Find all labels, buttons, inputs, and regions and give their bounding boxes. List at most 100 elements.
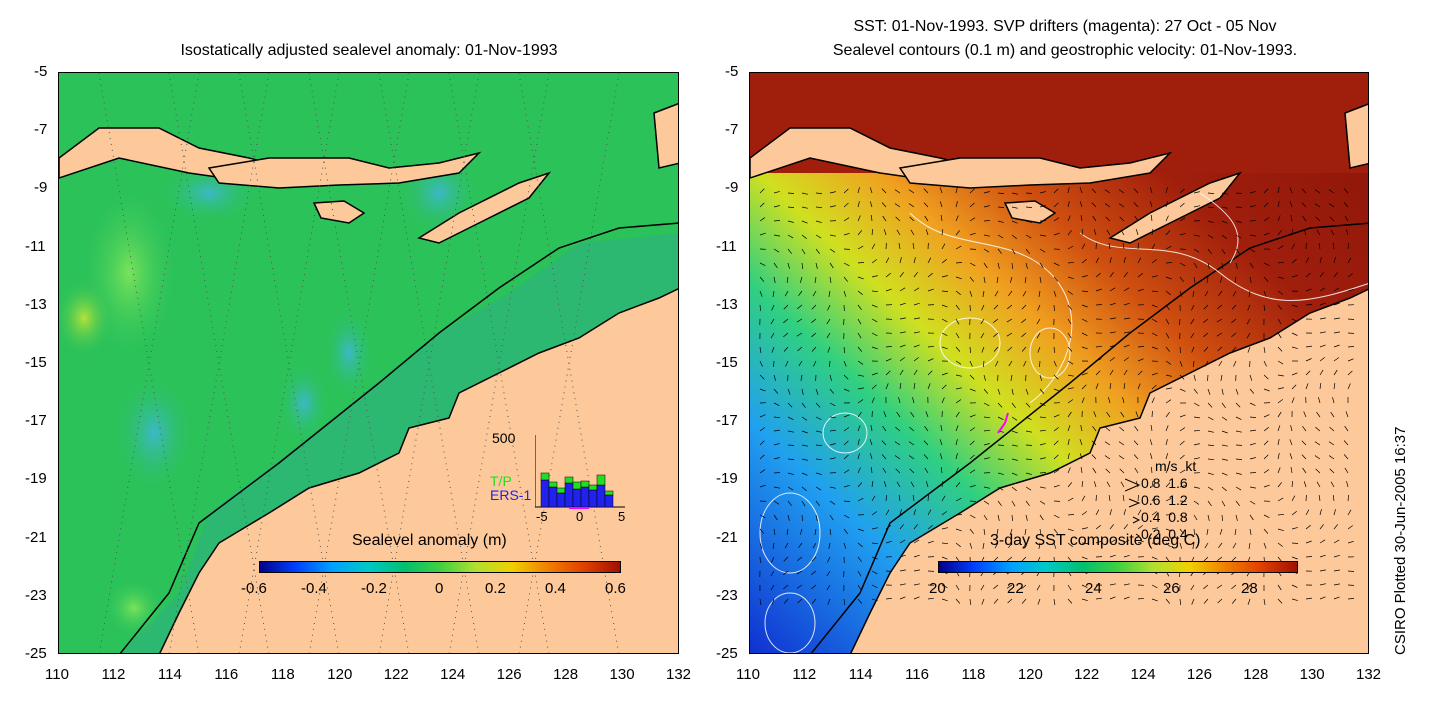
lon-tick-label: 112 — [101, 666, 126, 683]
velocity-arrow — [843, 414, 850, 418]
velocity-arrow — [1109, 357, 1116, 362]
velocity-arrow — [927, 383, 931, 390]
velocity-arrow — [1053, 414, 1060, 418]
velocity-arrow — [1081, 542, 1089, 544]
velocity-arrow — [1332, 243, 1335, 250]
velocity-arrow — [894, 441, 901, 446]
velocity-arrow — [1263, 440, 1269, 446]
velocity-arrow — [1179, 318, 1181, 326]
lon-tick-label: 114 — [157, 666, 182, 683]
velocity-arrow — [996, 528, 999, 535]
velocity-arrow — [983, 429, 991, 432]
velocity-arrow — [939, 439, 943, 446]
velocity-arrow — [1137, 370, 1143, 376]
velocity-arrow — [1291, 372, 1298, 376]
velocity-arrow — [1179, 388, 1186, 392]
velocity-arrow — [772, 290, 775, 297]
velocity-arrow — [1291, 527, 1298, 530]
velocity-arrow — [787, 248, 792, 254]
velocity-arrow — [1053, 454, 1059, 460]
velocity-arrow — [1123, 539, 1130, 544]
velocity-arrow — [1067, 318, 1072, 325]
velocity-arrow — [885, 525, 892, 530]
velocity-arrow — [894, 203, 901, 208]
velocity-arrow — [826, 584, 831, 591]
speed-legend-row: 0.4 0.8 — [1141, 509, 1188, 525]
velocity-arrow — [1291, 480, 1294, 488]
velocity-arrow — [1133, 202, 1139, 208]
velocity-arrow — [1291, 495, 1296, 502]
velocity-arrow — [1150, 425, 1153, 432]
velocity-arrow — [798, 542, 803, 549]
velocity-arrow — [899, 569, 906, 572]
velocity-arrow — [899, 257, 902, 264]
velocity-arrow — [1277, 411, 1282, 418]
velocity-arrow — [927, 257, 932, 264]
velocity-arrow — [829, 276, 832, 283]
velocity-arrow — [871, 229, 874, 236]
velocity-arrow — [1234, 276, 1237, 283]
velocity-arrow — [1119, 468, 1125, 474]
velocity-arrow — [1263, 232, 1270, 236]
velocity-arrow — [913, 539, 920, 544]
velocity-arrow — [1291, 384, 1297, 390]
lon-tick-label: 118 — [961, 666, 986, 683]
velocity-arrow — [1134, 467, 1139, 474]
velocity-arrow — [983, 514, 988, 521]
velocity-arrow — [1081, 304, 1088, 308]
velocity-arrow — [871, 304, 878, 308]
velocity-arrow — [1206, 276, 1209, 283]
velocity-arrow — [773, 276, 776, 283]
velocity-arrow — [815, 402, 821, 408]
velocity-arrow — [1137, 383, 1141, 390]
velocity-arrow — [955, 482, 961, 488]
velocity-arrow — [1305, 556, 1313, 558]
velocity-arrow — [1249, 388, 1255, 394]
velocity-arrow — [1053, 188, 1059, 194]
velocity-arrow — [1137, 242, 1139, 250]
velocity-arrow — [829, 443, 836, 446]
velocity-arrow — [1165, 215, 1169, 222]
lat-tick-label: -13 — [25, 295, 47, 313]
velocity-arrow — [899, 554, 906, 558]
velocity-arrow — [899, 271, 904, 278]
velocity-arrow — [1319, 344, 1326, 348]
velocity-arrow — [1039, 429, 1046, 432]
velocity-arrow — [983, 220, 991, 222]
velocity-arrow — [811, 598, 817, 604]
velocity-arrow — [843, 598, 846, 606]
velocity-arrow — [1021, 304, 1027, 310]
velocity-arrow — [1022, 290, 1027, 297]
velocity-arrow — [955, 374, 962, 377]
velocity-arrow — [1221, 192, 1228, 195]
lat-tick-label: -9 — [725, 179, 739, 197]
velocity-arrow — [1232, 290, 1237, 297]
velocity-arrow — [1249, 528, 1252, 535]
lon-tick-label: 130 — [609, 666, 635, 683]
velocity-arrow — [815, 416, 822, 421]
velocity-arrow — [1123, 357, 1130, 362]
velocity-arrow — [1081, 397, 1085, 404]
velocity-arrow — [1235, 388, 1239, 395]
velocity-arrow — [871, 372, 878, 376]
velocity-arrow — [983, 191, 990, 194]
velocity-arrow — [927, 272, 933, 278]
velocity-arrow — [1081, 384, 1087, 390]
velocity-arrow — [1023, 360, 1027, 367]
velocity-arrow — [955, 346, 961, 352]
velocity-arrow — [1081, 481, 1084, 488]
velocity-arrow — [1119, 426, 1125, 432]
velocity-arrow — [940, 215, 943, 222]
velocity-arrow — [1220, 374, 1223, 381]
sealevel-tick: 0.2 — [485, 580, 506, 597]
velocity-arrow — [843, 360, 847, 367]
velocity-arrow — [759, 469, 766, 474]
velocity-arrow — [1277, 261, 1284, 264]
velocity-arrow — [1165, 245, 1172, 250]
velocity-arrow — [1039, 374, 1043, 381]
velocity-arrow — [1277, 374, 1284, 377]
velocity-arrow — [969, 360, 973, 367]
velocity-arrow — [857, 374, 864, 377]
velocity-arrow — [857, 453, 860, 460]
velocity-arrow — [829, 429, 837, 432]
